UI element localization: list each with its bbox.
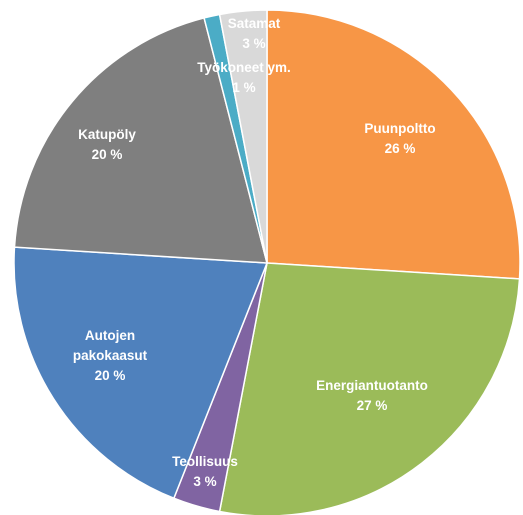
data-label-name: Energiantuotanto xyxy=(316,378,428,393)
data-label-puunpoltto: Puunpoltto 26 % xyxy=(364,121,435,156)
pie-slices xyxy=(13,9,521,515)
pie-slice-satamat xyxy=(218,9,268,264)
data-label-value: 26 % xyxy=(385,141,416,156)
data-label-name: Autojen xyxy=(85,328,135,343)
data-label-autojen-pakokaasut: Autojen pakokaasut 20 % xyxy=(73,328,148,383)
pie-slice-energiantuotanto xyxy=(218,262,521,515)
data-label-name: Teollisuus xyxy=(172,454,238,469)
data-label-name: Puunpoltto xyxy=(364,121,435,136)
data-label-energiantuotanto: Energiantuotanto 27 % xyxy=(316,378,428,413)
pie-slice-katupoly xyxy=(13,17,268,264)
pie-slice-puunpoltto xyxy=(266,9,521,280)
data-label-value: 3 % xyxy=(242,36,265,51)
data-label-value: 27 % xyxy=(357,398,388,413)
pie-slice-autojen-pakokaasut xyxy=(13,246,269,500)
data-label-tyokoneet-ym: Työkoneet ym. 1 % xyxy=(197,60,291,95)
data-label-value: 20 % xyxy=(92,147,123,162)
data-label-name: Satamat xyxy=(228,16,281,31)
data-label-katupoly: Katupöly 20 % xyxy=(78,127,136,162)
data-label-teollisuus: Teollisuus 3 % xyxy=(172,454,238,489)
data-label-value: 3 % xyxy=(193,474,216,489)
data-label-name: Työkoneet ym. xyxy=(197,60,291,75)
data-label-name: Katupöly xyxy=(78,127,136,142)
pie-labels: Puunpoltto 26 % Energiantuotanto 27 % Teolli… xyxy=(73,16,436,489)
data-label-value: 1 % xyxy=(232,80,255,95)
data-label-satamat: Satamat 3 % xyxy=(228,16,281,51)
data-label-name: pakokaasut xyxy=(73,348,148,363)
data-label-value: 20 % xyxy=(95,368,126,383)
